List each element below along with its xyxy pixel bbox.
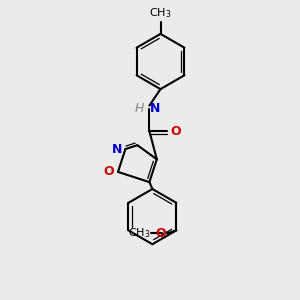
Text: CH$_3$: CH$_3$ [149, 7, 172, 20]
Text: N: N [149, 102, 160, 115]
Text: CH$_3$: CH$_3$ [128, 226, 151, 240]
Text: O: O [156, 227, 167, 240]
Text: O: O [170, 124, 181, 138]
Text: H: H [135, 102, 144, 115]
Text: N: N [111, 142, 122, 156]
Text: O: O [103, 165, 114, 178]
